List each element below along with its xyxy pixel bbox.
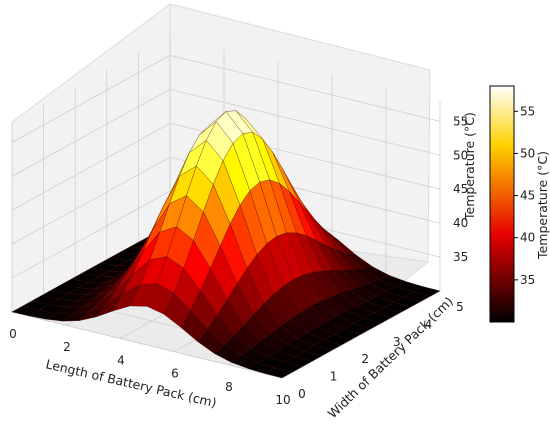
x-tick-label: 2 <box>63 340 71 354</box>
x-tick-label: 10 <box>275 393 290 407</box>
colorbar-tick-label: 40 <box>520 231 535 245</box>
temperature-surface <box>11 110 441 379</box>
y-tick-label: 1 <box>330 370 338 384</box>
colorbar-tick-label: 55 <box>520 104 535 118</box>
z-grid-line <box>11 122 441 211</box>
colorbar-label: Temperature (°C) <box>535 151 550 260</box>
y-tick-label: 0 <box>298 387 306 401</box>
colorbar-ticks: 35 40 45 50 55 <box>514 104 535 287</box>
y-tick-label: 5 <box>456 300 464 314</box>
z-grid-line <box>11 54 441 143</box>
colorbar-tick-label: 45 <box>520 189 535 203</box>
z-grid-line <box>11 88 441 177</box>
x-tick-label: 8 <box>225 380 233 394</box>
z-tick-label: 55 <box>453 114 468 128</box>
z-tick-label: 45 <box>453 182 468 196</box>
x-tick-label: 4 <box>117 353 125 367</box>
x-axis-label: Length of Battery Pack (cm) <box>44 356 218 410</box>
colorbar <box>489 85 515 323</box>
z-tick-label: 35 <box>453 250 468 264</box>
colorbar-tick-label: 50 <box>520 146 535 160</box>
x-tick-label: 0 <box>9 327 17 341</box>
x-tick-label: 6 <box>171 367 179 381</box>
y-tick-label: 3 <box>393 335 401 349</box>
z-grid-line <box>11 156 441 245</box>
y-tick-label: 2 <box>361 352 369 366</box>
colorbar-tick-label: 35 <box>520 273 535 287</box>
z-tick-label: 50 <box>453 148 468 162</box>
surface-patch <box>264 367 293 379</box>
z-axis-label: Temperature (°C) <box>462 112 477 221</box>
z-tick-label: 40 <box>453 216 468 230</box>
z-grid-line <box>11 190 441 279</box>
y-tick-label: 4 <box>425 317 433 331</box>
